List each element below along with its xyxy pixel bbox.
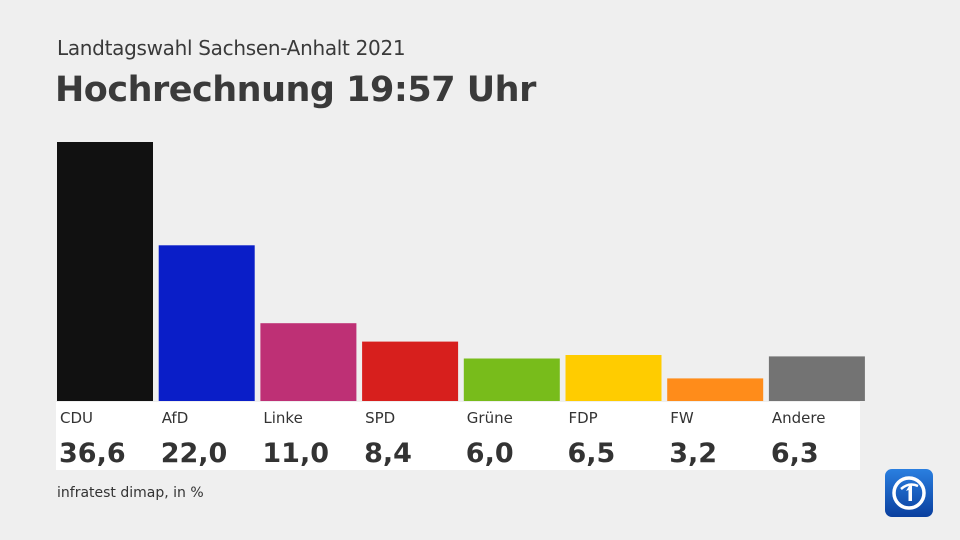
chart-title: Hochrechnung 19:57 Uhr (55, 70, 536, 110)
value-label: 3,2 (669, 438, 717, 469)
bar-grüne (463, 358, 560, 401)
value-label: 6,5 (568, 438, 616, 469)
ard-das-erste-logo-icon (885, 469, 933, 517)
label-panel (56, 402, 860, 470)
bar-fw (667, 378, 764, 401)
bar-fdp (565, 355, 662, 401)
category-label: FDP (569, 409, 598, 427)
category-label: SPD (365, 409, 395, 427)
category-label: CDU (60, 409, 93, 427)
bar-cdu (57, 142, 153, 401)
bar-spd (362, 341, 459, 401)
value-label: 11,0 (262, 438, 329, 469)
value-label: 8,4 (364, 438, 412, 469)
category-label: FW (670, 409, 694, 427)
value-label: 22,0 (161, 438, 228, 469)
category-label: Grüne (467, 409, 513, 427)
value-label: 6,3 (771, 438, 819, 469)
bar-linke (260, 323, 357, 401)
category-label: Andere (772, 409, 826, 427)
value-label: 36,6 (59, 438, 126, 469)
category-label: Linke (263, 409, 302, 427)
chart-subtitle: Landtagswahl Sachsen-Anhalt 2021 (57, 36, 406, 60)
bar-andere (768, 356, 865, 401)
bar-afd (158, 245, 255, 401)
category-label: AfD (162, 409, 189, 427)
value-label: 6,0 (466, 438, 514, 469)
source-note: infratest dimap, in % (57, 485, 204, 501)
